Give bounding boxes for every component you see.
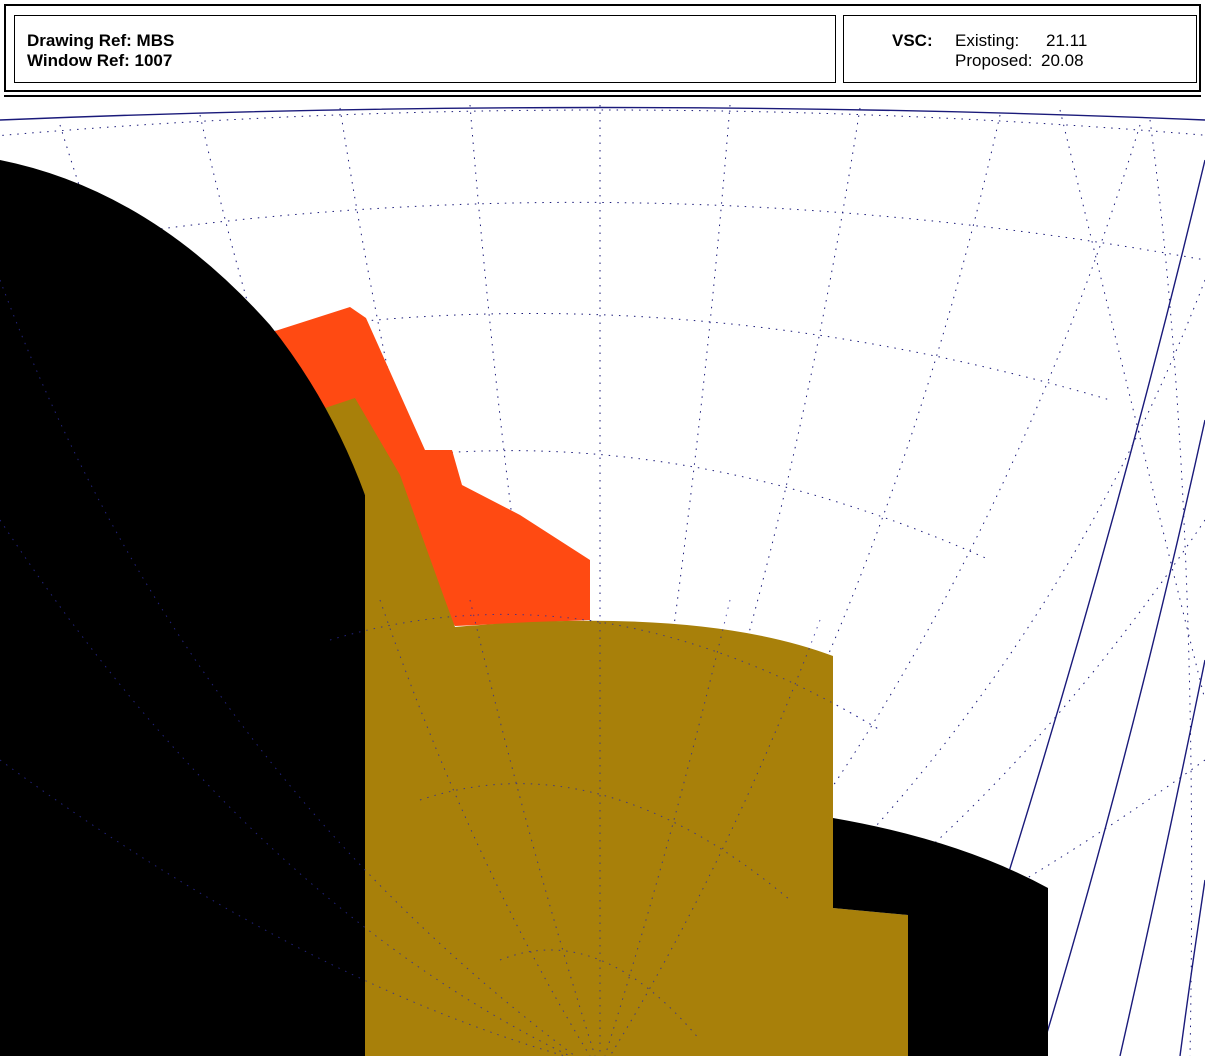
boundary-curve xyxy=(1119,659,1205,1056)
existing-value: 21.11 xyxy=(1046,31,1088,50)
azimuth-line xyxy=(1059,109,1205,701)
azimuth-line xyxy=(624,279,1205,1056)
azimuth-line xyxy=(1149,119,1193,1056)
proposed-obstruction xyxy=(325,398,908,1056)
waldram-sky-diagram xyxy=(0,104,1205,1056)
proposed-label: Proposed: xyxy=(955,51,1033,70)
existing-obstruction-left xyxy=(0,160,365,1056)
lost-sky-area xyxy=(272,307,590,626)
drawing-ref: Drawing Ref: MBS xyxy=(27,31,175,50)
azimuth-line xyxy=(629,519,1205,1056)
azimuth-line xyxy=(604,104,731,1056)
azimuth-line xyxy=(609,107,861,1056)
vsc-panel: VSC: Existing: 21.11 Proposed: 20.08 xyxy=(843,15,1197,83)
grid-overlay xyxy=(0,279,881,1056)
altitude-arc xyxy=(19,201,1205,261)
window-ref: Window Ref: 1007 xyxy=(27,51,173,70)
proposed-value: 20.08 xyxy=(1041,51,1084,70)
reference-panel: Drawing Ref: MBS Window Ref: 1007 xyxy=(14,15,836,83)
boundary-curve xyxy=(1179,879,1205,1056)
report-header: Drawing Ref: MBS Window Ref: 1007 VSC: E… xyxy=(4,4,1201,92)
header-divider xyxy=(4,95,1201,97)
boundary-curve xyxy=(0,106,1205,121)
azimuth-line xyxy=(614,114,1001,1056)
altitude-arc xyxy=(0,109,1205,137)
existing-obstruction-right xyxy=(833,818,1048,1056)
existing-label: Existing: xyxy=(955,31,1020,50)
vsc-label: VSC: xyxy=(892,31,933,50)
azimuth-line xyxy=(199,114,586,1056)
boundary-curve xyxy=(1039,419,1205,1056)
